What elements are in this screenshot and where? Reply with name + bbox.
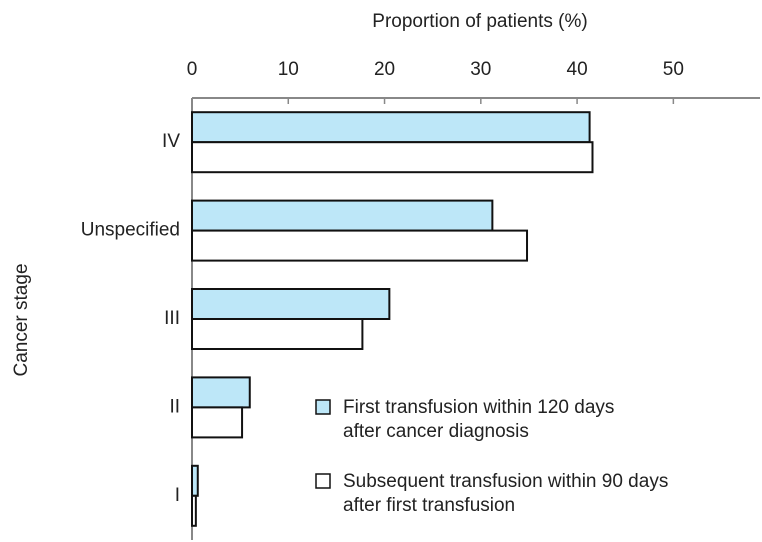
x-tick-label: 20 (374, 59, 395, 80)
bar (191, 464, 199, 497)
y-tick-label: Unspecified (81, 220, 180, 241)
x-tick-label: 30 (470, 59, 491, 80)
x-axis-title: Proportion of patients (%) (372, 11, 587, 32)
bar (191, 111, 591, 144)
y-tick-label: III (164, 308, 180, 329)
legend-label: Subsequent transfusion within 90 days af… (343, 471, 669, 516)
x-tick-label: 50 (663, 59, 684, 80)
bar (191, 141, 594, 174)
bar (191, 318, 364, 350)
y-tick-label: I (175, 485, 180, 506)
legend-swatch (315, 399, 331, 415)
x-tick-label: 10 (278, 59, 299, 80)
bar (191, 494, 197, 527)
bar (191, 406, 244, 439)
x-tick-label: 0 (187, 59, 198, 80)
bar (191, 229, 529, 262)
y-tick-label: II (169, 396, 180, 417)
bar (191, 376, 251, 409)
legend-label: First transfusion within 120 days after … (343, 397, 615, 442)
x-tick-label: 40 (567, 59, 588, 80)
y-tick-label: IV (162, 131, 180, 152)
legend-swatch (315, 473, 331, 489)
bar (191, 288, 391, 320)
bar (191, 199, 494, 232)
y-axis-title: Cancer stage (11, 263, 32, 376)
